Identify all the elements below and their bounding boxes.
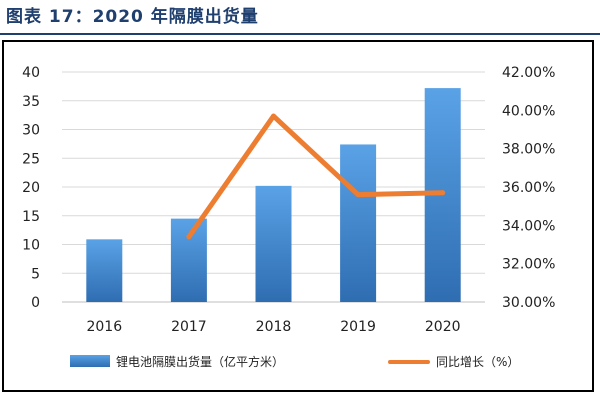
figure-title: 图表 17：2020 年隔膜出货量 [6, 7, 259, 27]
x-axis-tick-label: 2017 [171, 319, 207, 335]
bar-2018 [255, 185, 292, 302]
y2-axis-tick-label: 38.00% [502, 142, 555, 158]
growth-point-2017 [186, 234, 192, 240]
y2-axis-tick-label: 30.00% [502, 295, 555, 311]
x-axis-tick-label: 2020 [425, 319, 461, 335]
x-axis-tick-label: 2016 [86, 319, 122, 335]
line-series [186, 113, 446, 240]
y-axis-tick-label: 30 [22, 123, 40, 139]
y-axis-tick-label: 0 [31, 295, 40, 311]
y-axis-tick-label: 20 [22, 180, 40, 196]
y2-axis-tick-label: 32.00% [502, 257, 555, 273]
y2-axis-tick-label: 42.00% [502, 65, 555, 81]
bar-2017 [170, 218, 207, 302]
legend-bar-label: 锂电池隔膜出货量（亿平方米） [116, 354, 284, 369]
growth-line [186, 113, 446, 240]
y2-axis-tick-label: 40.00% [502, 103, 555, 119]
y2-axis-tick-label: 34.00% [502, 218, 555, 234]
y-axis-tick-label: 5 [31, 266, 40, 282]
growth-point-2018 [271, 113, 276, 119]
y-axis-tick-label: 10 [22, 238, 40, 254]
growth-point-2019 [355, 192, 361, 198]
y2-axis-tick-label: 36.00% [502, 180, 555, 196]
legend-line-label: 同比增长（%） [436, 355, 519, 369]
legend: 锂电池隔膜出货量（亿平方米） 同比增长（%） [70, 354, 519, 369]
y-axis-tick-label: 40 [22, 65, 40, 81]
growth-point-2020 [440, 190, 446, 196]
x-axis-tick-label: 2018 [256, 319, 292, 335]
legend-bar-swatch [70, 355, 110, 367]
bar-2016 [86, 239, 123, 302]
y-axis-tick-label: 35 [22, 94, 40, 110]
bar-2019 [340, 144, 377, 302]
x-axis-tick-label: 2019 [340, 319, 376, 335]
title-underline [0, 33, 600, 35]
y-axis-tick-label: 25 [22, 151, 40, 167]
y-axis-tick-label: 15 [22, 209, 40, 225]
